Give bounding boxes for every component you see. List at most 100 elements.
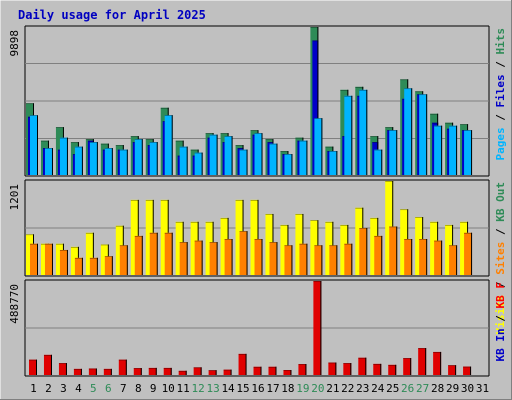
- bar-kbf: [193, 367, 202, 375]
- bar-pages: [284, 154, 293, 175]
- bar-sites: [194, 240, 203, 275]
- bar-pages: [30, 115, 38, 175]
- bar-kbf: [403, 358, 412, 375]
- x-tick-label: 26: [401, 382, 414, 395]
- legend-item: Sites: [494, 242, 507, 275]
- x-tick-label: 4: [75, 382, 82, 395]
- x-tick-label: 1: [30, 382, 37, 395]
- bar-kbf: [268, 366, 277, 375]
- bar-pages: [89, 142, 98, 175]
- bar-kbf: [103, 368, 112, 375]
- bar-pages: [134, 139, 143, 175]
- bar-sites: [44, 243, 53, 275]
- x-tick-label: 2: [45, 382, 52, 395]
- x-tick-label: 30: [461, 382, 474, 395]
- legend-item: Pages: [494, 127, 507, 160]
- bar-pages: [269, 143, 278, 175]
- bar-sites: [74, 257, 83, 275]
- bar-sites: [329, 245, 338, 275]
- bar-pages: [59, 137, 68, 175]
- bar-sites: [299, 243, 308, 275]
- bar-sites: [374, 235, 383, 275]
- x-tick-label: 19: [296, 382, 309, 395]
- bar-kbf: [208, 370, 217, 375]
- x-tick-label: 24: [371, 382, 385, 395]
- bar-pages: [464, 130, 473, 175]
- bar-sites: [404, 238, 413, 275]
- x-tick-label: 28: [431, 382, 444, 395]
- bar-kbf: [298, 364, 307, 375]
- bar-pages: [434, 125, 443, 175]
- bar-pages: [374, 149, 383, 175]
- bar-kbf: [253, 366, 262, 375]
- bar-sites: [359, 228, 368, 275]
- bar-pages: [329, 151, 338, 175]
- bar-sites: [209, 242, 218, 275]
- bar-sites: [119, 245, 128, 275]
- bar-pages: [44, 148, 53, 175]
- bar-kbf: [58, 363, 67, 375]
- bar-visits: [85, 232, 94, 275]
- bar-sites: [434, 240, 443, 275]
- legend-item: KB F: [494, 282, 507, 309]
- x-tick-label: 25: [386, 382, 399, 395]
- x-tick-label: 22: [341, 382, 354, 395]
- bar-sites: [419, 238, 428, 275]
- bar-visits: [250, 199, 259, 275]
- bar-pages: [149, 142, 158, 175]
- bar-sites: [30, 243, 38, 275]
- bar-pages: [224, 136, 233, 175]
- bar-sites: [134, 235, 143, 275]
- bar-pages: [404, 88, 413, 175]
- bar-sites: [344, 243, 353, 275]
- bar-pages: [299, 140, 308, 175]
- bar-sites: [149, 232, 158, 275]
- bar-pages: [254, 133, 263, 175]
- bar-pages: [74, 146, 83, 175]
- bar-files: [312, 40, 319, 175]
- y-max-label: 1201: [8, 184, 21, 211]
- bar-pages: [179, 146, 188, 175]
- panel-2: 1201 Visits / Sites / KB Out: [8, 179, 507, 334]
- y-max-label: 9898: [8, 30, 21, 57]
- x-tick-label: 21: [326, 382, 339, 395]
- bar-kbf: [133, 368, 142, 375]
- bar-sites: [164, 232, 173, 275]
- bar-kbf: [73, 368, 82, 375]
- x-tick-label: 8: [135, 382, 142, 395]
- x-tick-label: 12: [192, 382, 205, 395]
- bar-pages: [194, 152, 203, 175]
- bar-sites: [389, 226, 398, 275]
- panel-3: 488770 KB In / KB F: [8, 279, 507, 377]
- bar-pages: [419, 94, 428, 175]
- bar-kbf: [163, 367, 172, 375]
- x-tick-label: 13: [206, 382, 219, 395]
- legend: Pages / Files / Hits: [494, 28, 507, 161]
- x-tick-label: 31: [476, 382, 489, 395]
- bar-sites: [239, 231, 248, 275]
- chart-title: Daily usage for April 2025: [18, 8, 206, 22]
- bar-pages: [119, 149, 128, 175]
- bar-kbf: [433, 351, 442, 375]
- bar-sites: [269, 242, 278, 275]
- bar-kbf: [43, 354, 52, 375]
- bar-kbf: [238, 353, 247, 375]
- bar-pages: [164, 115, 173, 175]
- legend-separator: /: [494, 309, 507, 329]
- bar-kbf: [88, 368, 97, 375]
- x-tick-label: 20: [311, 382, 324, 395]
- legend-separator: /: [494, 108, 507, 128]
- bar-pages: [359, 89, 368, 175]
- bar-pages: [344, 95, 353, 175]
- bar-kbf: [148, 367, 157, 375]
- panel-1: 9898 Pages / Files / Hits: [8, 25, 507, 177]
- bar-kbf: [328, 362, 337, 375]
- legend-item: KB Out: [494, 182, 507, 222]
- bar-kbf: [373, 363, 382, 375]
- bar-kbf: [358, 357, 367, 375]
- bar-sites: [254, 238, 263, 275]
- x-tick-label: 10: [162, 382, 175, 395]
- bar-pages: [104, 148, 113, 175]
- x-tick-label: 3: [60, 382, 67, 395]
